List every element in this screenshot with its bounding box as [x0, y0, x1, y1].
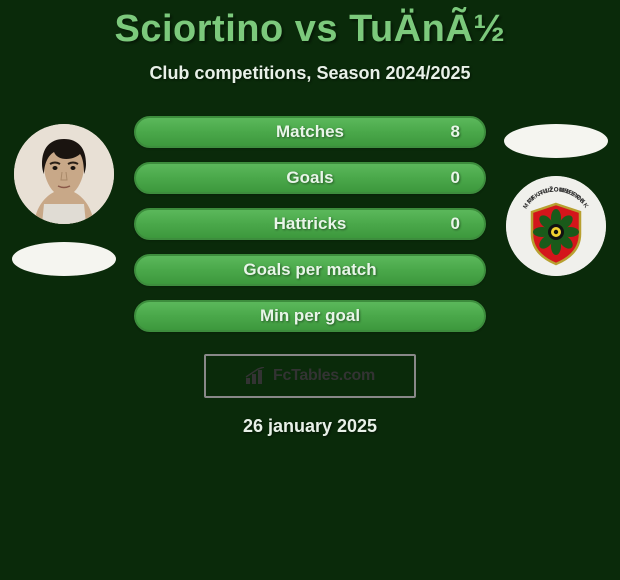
stat-row-matches: Matches 8	[134, 116, 486, 148]
stat-label: Matches	[276, 122, 344, 142]
team-badge-right: MFK RUŽOMBEROK MFK RUŽOMBEROK	[506, 176, 606, 276]
bar-chart-icon	[245, 367, 269, 385]
stat-row-goals: Goals 0	[134, 162, 486, 194]
right-column: MFK RUŽOMBEROK MFK RUŽOMBEROK	[504, 116, 608, 276]
stat-value-right: 8	[451, 122, 460, 142]
comparison-area: Matches 8 Goals 0 Hattricks 0 Goals per …	[0, 116, 620, 332]
stat-value-right: 0	[451, 214, 460, 234]
stat-row-goals-per-match: Goals per match	[134, 254, 486, 286]
page-title: Sciortino vs TuÄnÃ½	[0, 8, 620, 51]
attribution-box: FcTables.com	[204, 354, 416, 398]
person-silhouette-icon	[14, 124, 114, 224]
team-badge-left-placeholder	[12, 242, 116, 276]
stat-label: Min per goal	[260, 306, 360, 326]
stat-label: Hattricks	[274, 214, 347, 234]
stat-row-hattricks: Hattricks 0	[134, 208, 486, 240]
subtitle: Club competitions, Season 2024/2025	[0, 63, 620, 84]
stat-value-right: 0	[451, 168, 460, 188]
stat-row-min-per-goal: Min per goal	[134, 300, 486, 332]
attribution-text: FcTables.com	[273, 367, 375, 385]
date-text: 26 january 2025	[0, 416, 620, 437]
left-column	[12, 116, 116, 276]
player-avatar-right-placeholder	[504, 124, 608, 158]
stats-column: Matches 8 Goals 0 Hattricks 0 Goals per …	[134, 116, 486, 332]
stat-label: Goals	[286, 168, 333, 188]
player-avatar-left	[14, 124, 114, 224]
club-crest-icon: MFK RUŽOMBEROK MFK RUŽOMBEROK	[506, 176, 606, 276]
stat-label: Goals per match	[243, 260, 376, 280]
